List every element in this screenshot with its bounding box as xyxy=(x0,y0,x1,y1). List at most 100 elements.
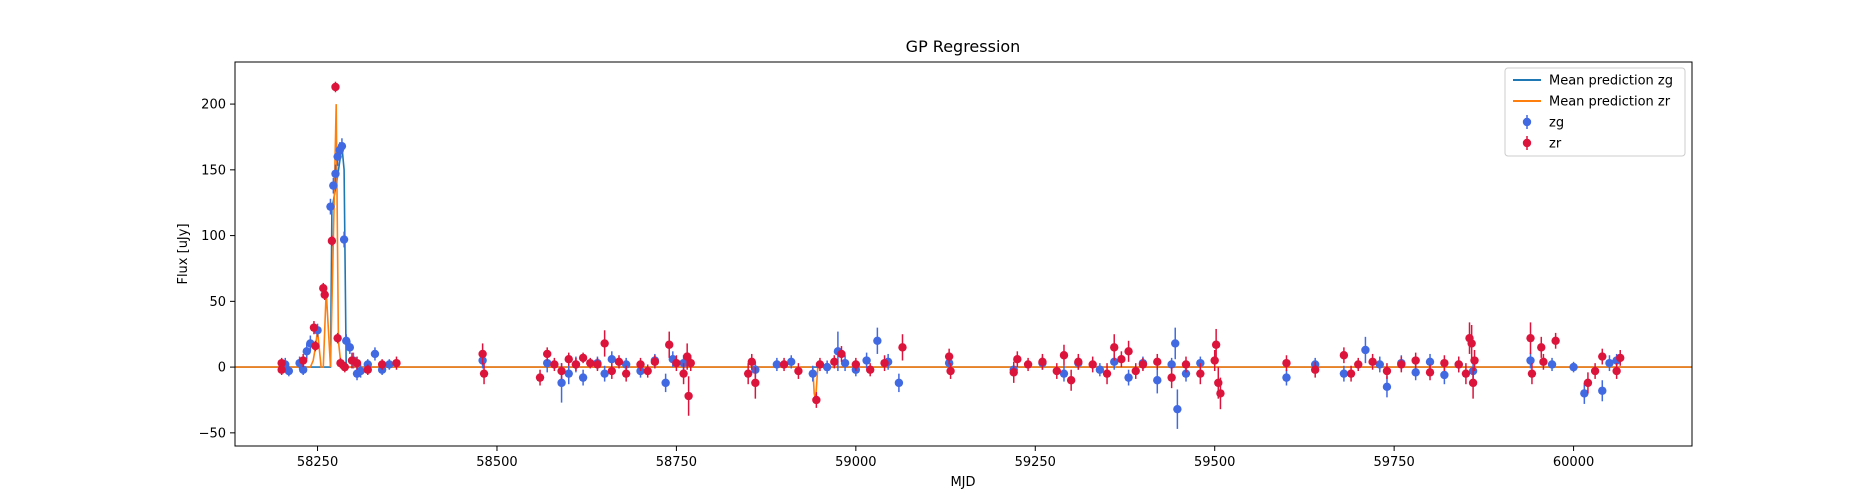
data-point-zr xyxy=(363,365,372,374)
data-point-zr xyxy=(1425,368,1435,377)
data-point-zr xyxy=(1310,365,1320,374)
data-point-zg xyxy=(1095,365,1105,374)
data-point-zr xyxy=(535,373,545,382)
data-point-zg xyxy=(1171,339,1180,348)
data-point-zr xyxy=(779,360,789,369)
legend-entry-mean-prediction-zr: Mean prediction zr xyxy=(1513,95,1671,110)
data-point-zr xyxy=(600,339,609,348)
data-point-zr xyxy=(1346,369,1356,378)
data-point-zr xyxy=(340,362,350,372)
data-point-zr xyxy=(794,366,803,376)
legend-label: Mean prediction zr xyxy=(1549,95,1671,110)
data-point-zr xyxy=(1038,357,1047,367)
data-point-zr xyxy=(593,360,602,369)
data-point-zg xyxy=(331,169,340,178)
data-point-zr xyxy=(564,355,573,364)
data-point-zr xyxy=(1527,369,1537,378)
mean-line-zr xyxy=(235,104,1692,401)
data-point-zr xyxy=(1210,356,1219,365)
data-point-zr xyxy=(352,358,362,368)
data-point-zr xyxy=(1009,368,1018,377)
data-point-zr xyxy=(1339,351,1349,360)
data-point-zr xyxy=(1059,351,1069,360)
data-point-zg xyxy=(1526,356,1535,365)
data-point-zr xyxy=(607,366,617,376)
data-point-zr xyxy=(1066,376,1076,385)
data-point-zr xyxy=(1131,366,1140,376)
data-point-zr xyxy=(1468,378,1478,388)
data-point-zr xyxy=(1181,360,1191,369)
data-point-zg xyxy=(772,360,782,369)
data-point-zr xyxy=(815,360,825,369)
data-point-zg xyxy=(1605,358,1614,368)
data-point-zg xyxy=(1282,373,1291,382)
data-point-zg xyxy=(607,355,617,364)
data-point-zg xyxy=(326,202,335,211)
data-point-zr xyxy=(621,369,631,378)
data-point-zr xyxy=(1598,352,1607,361)
y-axis: −50 0 50 100 150 200 xyxy=(199,98,235,441)
data-point-zr xyxy=(865,365,875,374)
data-point-zr xyxy=(377,360,387,369)
legend: Mean prediction zg Mean prediction zr zg zr xyxy=(1504,67,1686,157)
data-point-zr xyxy=(311,341,320,351)
y-tick-label: 200 xyxy=(201,98,226,113)
y-tick-label: 0 xyxy=(218,361,226,376)
data-point-zr xyxy=(1282,358,1291,368)
data-point-zg xyxy=(1361,345,1370,355)
y-tick-label: −50 xyxy=(199,426,226,441)
data-point-zg xyxy=(1382,382,1392,392)
data-point-zg xyxy=(1580,389,1589,398)
data-point-zr xyxy=(1590,366,1600,376)
x-tick-label: 58750 xyxy=(656,455,697,470)
data-point-zr xyxy=(1551,336,1560,345)
data-point-zg xyxy=(787,357,796,367)
legend-entry-zg: zg xyxy=(1522,115,1564,131)
data-point-zr xyxy=(1138,360,1148,369)
legend-marker-swatch xyxy=(1522,138,1532,148)
data-point-zr xyxy=(1023,360,1033,369)
data-point-zr xyxy=(309,323,319,332)
legend-label: zg xyxy=(1549,116,1564,131)
data-point-zr xyxy=(1368,357,1377,367)
data-point-zg xyxy=(302,347,311,356)
data-point-zr xyxy=(1088,360,1097,369)
data-point-zr xyxy=(578,353,588,363)
data-point-zr xyxy=(679,369,688,378)
data-point-zr xyxy=(1440,358,1449,368)
data-point-zg xyxy=(1339,369,1349,378)
legend-entry-mean-prediction-zg: Mean prediction zg xyxy=(1513,74,1673,89)
data-point-zr xyxy=(743,369,753,378)
data-point-zr xyxy=(751,378,760,388)
mean-line-zg xyxy=(235,146,1692,368)
data-point-zr xyxy=(331,82,340,92)
data-point-zg xyxy=(1167,360,1176,369)
legend-label: zr xyxy=(1549,137,1562,152)
data-point-zr xyxy=(650,357,660,367)
legend-box xyxy=(1504,67,1686,157)
data-point-zg xyxy=(1547,360,1557,369)
legend-entry-zr: zr xyxy=(1522,136,1562,152)
data-point-zr xyxy=(557,366,566,376)
data-point-zg xyxy=(356,366,365,376)
data-point-zr xyxy=(1052,366,1062,376)
x-tick-label: 60000 xyxy=(1553,455,1594,470)
data-point-zr xyxy=(571,360,581,369)
data-point-zg xyxy=(1153,376,1162,385)
data-point-zr xyxy=(1397,360,1406,369)
data-point-zr xyxy=(550,360,559,369)
data-point-zg xyxy=(1124,373,1133,382)
data-point-zg xyxy=(1173,404,1182,414)
data-point-zg xyxy=(298,365,308,374)
series-zr xyxy=(277,81,1625,416)
data-point-zr xyxy=(327,236,337,246)
data-point-zr xyxy=(1074,357,1083,367)
data-point-zg xyxy=(1598,386,1607,395)
data-point-zr xyxy=(1153,357,1162,367)
data-point-zg xyxy=(840,358,850,368)
data-point-zr xyxy=(1470,356,1479,365)
x-tick-label: 59750 xyxy=(1373,455,1414,470)
data-point-zg xyxy=(342,336,351,345)
data-point-zr xyxy=(1411,356,1420,365)
